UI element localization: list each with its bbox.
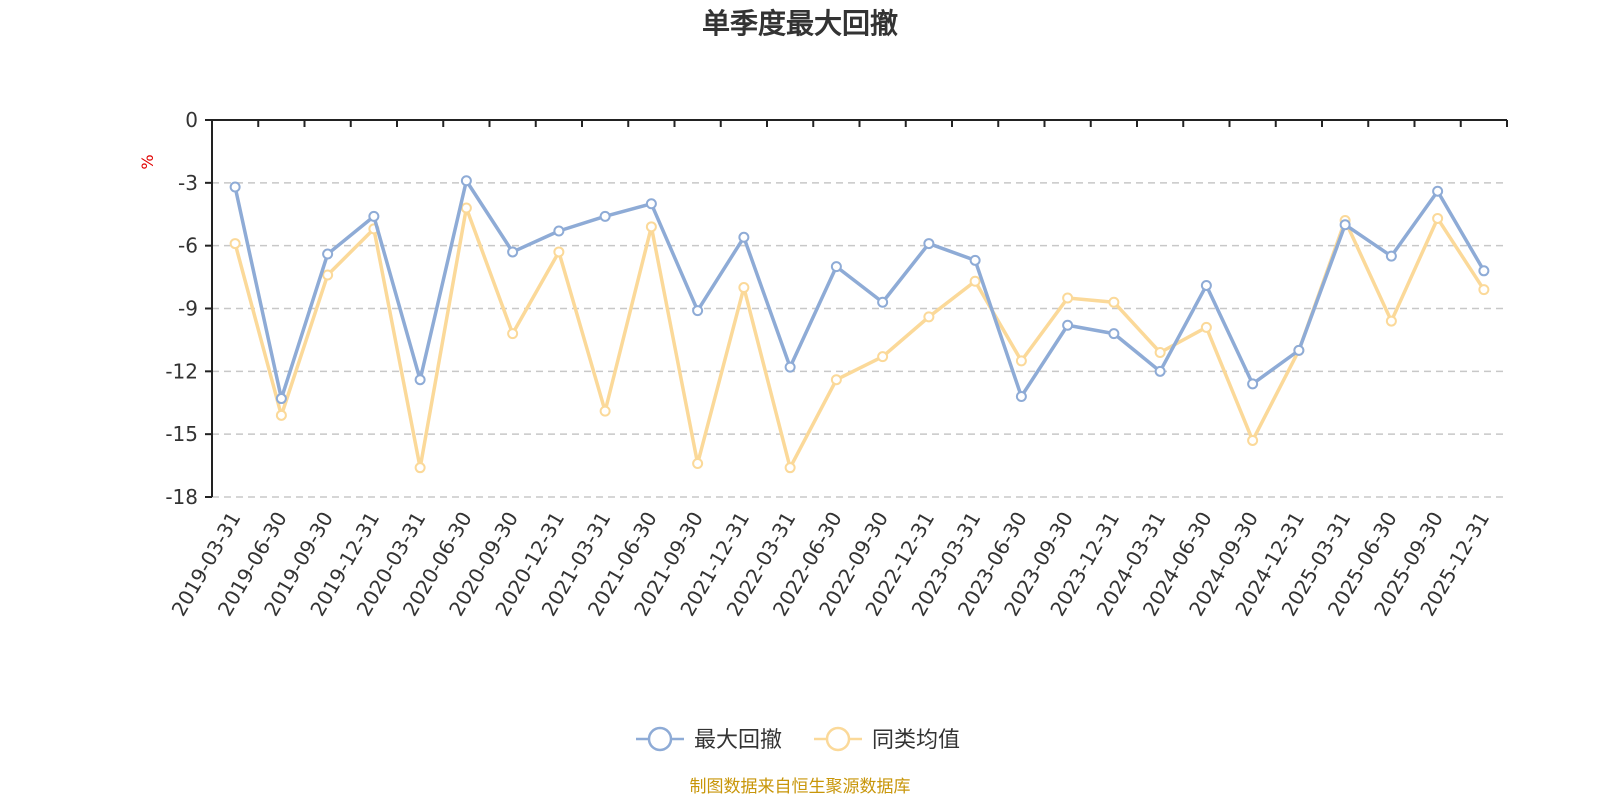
- data-point: [553, 246, 565, 258]
- data-point: [1478, 265, 1490, 277]
- data-point: [1015, 390, 1027, 402]
- chart-title: 单季度最大回撤: [702, 7, 898, 40]
- data-point: [645, 198, 657, 210]
- data-point: [460, 202, 472, 214]
- data-source-note: 制图数据来自恒生聚源数据库: [690, 777, 911, 797]
- data-point: [322, 248, 334, 260]
- data-point: [830, 374, 842, 386]
- axes: 0-3-6-9-12-15-182019-03-312019-06-302019…: [165, 108, 1508, 620]
- data-point: [322, 269, 334, 281]
- data-point: [1200, 279, 1212, 291]
- series-layer: [229, 175, 1490, 474]
- data-point: [229, 238, 241, 250]
- series-line: [233, 206, 1486, 470]
- data-point: [1385, 315, 1397, 327]
- data-point: [460, 175, 472, 187]
- data-point: [877, 296, 889, 308]
- data-point: [275, 409, 287, 421]
- legend-marker-icon: [647, 726, 673, 752]
- data-point: [1339, 219, 1351, 231]
- data-point: [553, 225, 565, 237]
- data-point: [1108, 296, 1120, 308]
- data-point: [1062, 292, 1074, 304]
- y-tick-label: -3: [178, 171, 198, 195]
- series-2: [229, 202, 1490, 474]
- data-point: [507, 246, 519, 258]
- series-1: [229, 175, 1490, 405]
- data-point: [1108, 328, 1120, 340]
- grid-lines: [212, 182, 1507, 498]
- data-point: [275, 393, 287, 405]
- legend-marker-icon: [825, 726, 851, 752]
- y-axis-unit: %: [138, 154, 157, 169]
- data-point: [507, 328, 519, 340]
- data-point: [1432, 212, 1444, 224]
- data-point: [368, 210, 380, 222]
- data-point: [692, 457, 704, 469]
- data-point: [1247, 434, 1259, 446]
- data-point: [1154, 365, 1166, 377]
- series-line: [233, 178, 1486, 401]
- data-point: [1432, 185, 1444, 197]
- legend-item[interactable]: 同类均值: [814, 726, 960, 753]
- y-tick-label: -9: [178, 297, 198, 321]
- y-tick-label: -18: [165, 485, 198, 509]
- data-point: [784, 361, 796, 373]
- legend-item[interactable]: 最大回撤: [636, 726, 782, 753]
- data-point: [784, 462, 796, 474]
- legend-label: 同类均值: [872, 728, 960, 753]
- y-tick-label: -15: [165, 422, 198, 446]
- legend-label: 最大回撤: [694, 728, 782, 753]
- data-point: [1385, 250, 1397, 262]
- data-point: [229, 181, 241, 193]
- data-point: [877, 351, 889, 363]
- data-point: [1154, 346, 1166, 358]
- data-point: [645, 221, 657, 233]
- data-point: [738, 282, 750, 294]
- data-point: [599, 210, 611, 222]
- data-point: [969, 275, 981, 287]
- data-point: [1293, 344, 1305, 356]
- data-point: [830, 261, 842, 273]
- data-point: [738, 231, 750, 243]
- y-tick-label: -12: [165, 359, 198, 383]
- y-tick-label: 0: [185, 108, 198, 132]
- data-point: [969, 254, 981, 266]
- data-point: [1062, 319, 1074, 331]
- data-point: [1200, 321, 1212, 333]
- data-point: [1478, 284, 1490, 296]
- data-point: [599, 405, 611, 417]
- legend: 最大回撤 同类均值: [636, 726, 960, 753]
- y-tick-label: -6: [178, 234, 198, 258]
- data-point: [414, 462, 426, 474]
- data-point: [414, 374, 426, 386]
- data-point: [923, 311, 935, 323]
- data-point: [923, 238, 935, 250]
- data-point: [1015, 355, 1027, 367]
- data-point: [692, 305, 704, 317]
- data-point: [1247, 378, 1259, 390]
